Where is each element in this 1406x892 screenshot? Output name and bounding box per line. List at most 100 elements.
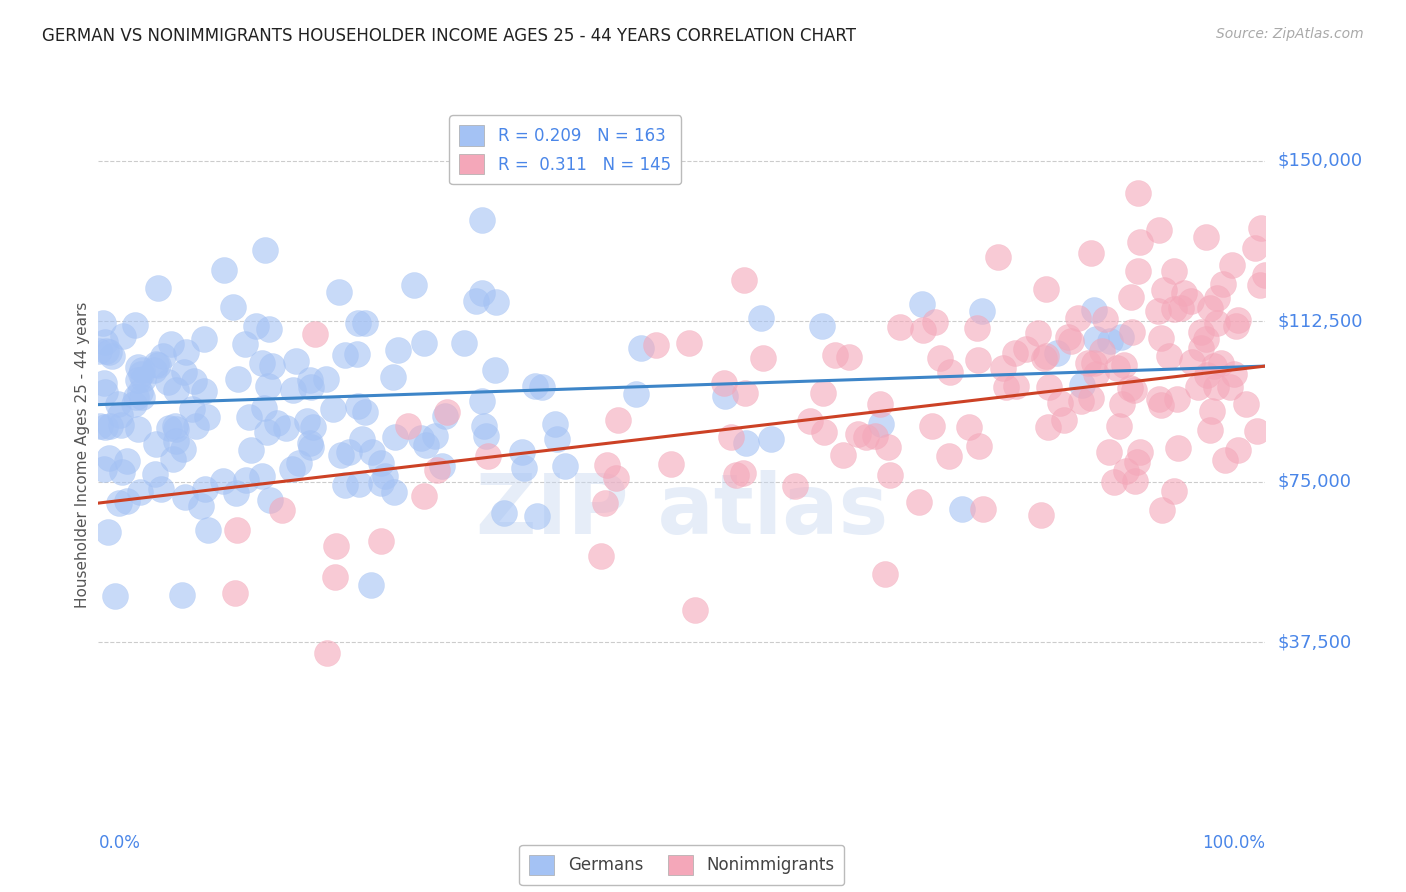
- Point: [1121, 326, 1143, 340]
- Point: [235, 336, 257, 351]
- Point: [97, 525, 120, 540]
- Point: [259, 492, 281, 507]
- Point: [630, 341, 652, 355]
- Point: [124, 390, 146, 404]
- Point: [1212, 277, 1234, 291]
- Text: $112,500: $112,500: [1277, 312, 1362, 330]
- Point: [1129, 235, 1152, 249]
- Point: [1057, 330, 1080, 344]
- Text: GERMAN VS NONIMMIGRANTS HOUSEHOLDER INCOME AGES 25 - 44 YEARS CORRELATION CHART: GERMAN VS NONIMMIGRANTS HOUSEHOLDER INCO…: [42, 27, 856, 45]
- Point: [1083, 303, 1105, 318]
- Point: [1109, 329, 1132, 343]
- Point: [374, 469, 396, 483]
- Point: [426, 463, 449, 477]
- Point: [938, 365, 960, 379]
- Point: [1159, 349, 1181, 363]
- Point: [131, 362, 153, 376]
- Point: [1163, 483, 1185, 498]
- Point: [250, 468, 273, 483]
- Point: [108, 408, 131, 422]
- Point: [1209, 356, 1232, 370]
- Point: [1035, 282, 1057, 296]
- Point: [1049, 396, 1071, 410]
- Point: [1163, 302, 1185, 317]
- Point: [148, 281, 170, 295]
- Point: [180, 401, 202, 416]
- Point: [89, 418, 111, 433]
- Point: [1108, 418, 1130, 433]
- Point: [347, 477, 370, 491]
- Point: [152, 349, 174, 363]
- Point: [1098, 445, 1121, 459]
- Point: [1180, 293, 1202, 308]
- Point: [593, 496, 616, 510]
- Point: [865, 429, 887, 443]
- Point: [810, 318, 832, 333]
- Point: [93, 334, 115, 349]
- Point: [1205, 317, 1227, 331]
- Point: [299, 373, 322, 387]
- Point: [197, 523, 219, 537]
- Point: [1204, 359, 1226, 373]
- Point: [966, 353, 988, 368]
- Point: [299, 436, 322, 450]
- Point: [908, 494, 931, 508]
- Text: 0.0%: 0.0%: [98, 834, 141, 852]
- Point: [101, 349, 124, 363]
- Point: [256, 425, 278, 440]
- Point: [928, 351, 950, 365]
- Text: $37,500: $37,500: [1277, 633, 1351, 651]
- Point: [253, 401, 276, 416]
- Point: [323, 570, 346, 584]
- Point: [360, 578, 382, 592]
- Point: [838, 350, 860, 364]
- Point: [333, 478, 356, 492]
- Point: [477, 449, 499, 463]
- Point: [176, 345, 198, 359]
- Point: [1227, 312, 1250, 326]
- Point: [322, 402, 344, 417]
- Point: [1225, 318, 1247, 333]
- Point: [1181, 354, 1204, 368]
- Point: [1112, 358, 1135, 372]
- Point: [276, 420, 298, 434]
- Point: [1122, 384, 1144, 398]
- Point: [911, 323, 934, 337]
- Point: [799, 414, 821, 428]
- Y-axis label: Householder Income Ages 25 - 44 years: Householder Income Ages 25 - 44 years: [75, 301, 90, 608]
- Point: [645, 338, 668, 352]
- Point: [1032, 351, 1054, 365]
- Point: [1015, 342, 1038, 356]
- Point: [1170, 301, 1192, 315]
- Point: [1163, 264, 1185, 278]
- Point: [1052, 413, 1074, 427]
- Point: [434, 409, 457, 423]
- Point: [879, 468, 901, 483]
- Point: [254, 243, 277, 257]
- Point: [1166, 392, 1188, 406]
- Point: [1126, 455, 1149, 469]
- Point: [107, 397, 129, 411]
- Point: [115, 494, 138, 508]
- Point: [510, 444, 533, 458]
- Point: [193, 332, 215, 346]
- Point: [281, 461, 304, 475]
- Point: [404, 277, 426, 292]
- Point: [1080, 391, 1102, 405]
- Point: [226, 523, 249, 537]
- Point: [382, 484, 405, 499]
- Point: [1105, 360, 1128, 375]
- Point: [184, 419, 207, 434]
- Point: [1189, 326, 1212, 340]
- Point: [145, 437, 167, 451]
- Point: [143, 467, 166, 482]
- Point: [346, 347, 368, 361]
- Point: [94, 419, 117, 434]
- Point: [472, 418, 495, 433]
- Point: [554, 459, 576, 474]
- Point: [911, 297, 934, 311]
- Point: [245, 318, 267, 333]
- Text: 100.0%: 100.0%: [1202, 834, 1265, 852]
- Point: [107, 496, 129, 510]
- Point: [173, 365, 195, 379]
